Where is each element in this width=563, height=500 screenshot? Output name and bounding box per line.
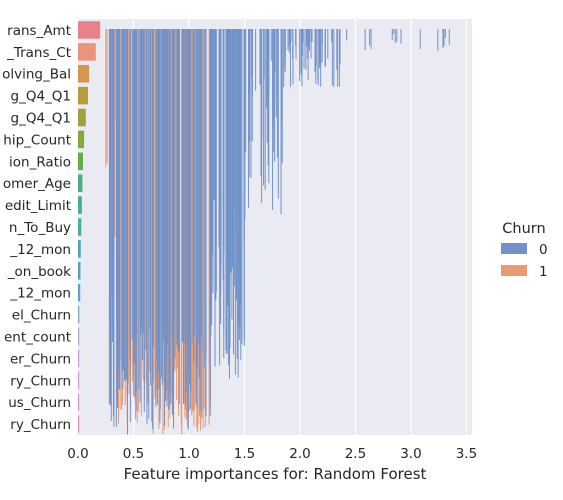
y-tick-label: g_Q4_Q1 bbox=[11, 89, 72, 105]
y-tick-label: g_Q4_Q1 bbox=[11, 111, 72, 127]
y-tick-label: _Trans_Ct bbox=[6, 45, 71, 61]
legend-title: Churn bbox=[502, 221, 545, 237]
feature-bar bbox=[78, 240, 81, 258]
x-tick-label: 3.5 bbox=[456, 446, 477, 462]
y-tick-label: er_Churn bbox=[10, 351, 71, 367]
y-tick-label: edit_Limit bbox=[5, 198, 71, 214]
x-tick-label: 2.0 bbox=[289, 446, 310, 462]
feature-bar bbox=[78, 349, 80, 368]
feature-bar bbox=[78, 218, 82, 236]
y-tick-label: ion_Ratio bbox=[9, 154, 71, 170]
y-tick-label: _12_mon bbox=[9, 242, 71, 258]
feature-bar bbox=[78, 43, 96, 61]
y-tick-label: ry_Churn bbox=[10, 373, 71, 389]
x-tick-label: 1.5 bbox=[234, 446, 255, 462]
y-tick-label: omer_Age bbox=[3, 176, 71, 192]
y-tick-label: ent_count bbox=[4, 329, 71, 345]
y-tick-label: us_Churn bbox=[8, 395, 71, 411]
y-tick-label: olving_Bal bbox=[2, 67, 71, 83]
feature-bar bbox=[78, 283, 81, 302]
legend-label-1: 1 bbox=[539, 264, 548, 280]
feature-bar bbox=[78, 393, 80, 411]
legend: Churn 0 1 bbox=[501, 221, 548, 280]
feature-bar bbox=[78, 21, 101, 39]
x-tick-label: 1.0 bbox=[178, 446, 199, 462]
x-tick-label: 0.5 bbox=[123, 446, 144, 462]
x-tick-label: 3.0 bbox=[400, 446, 421, 462]
series-0-strokes bbox=[108, 29, 450, 435]
feature-bar bbox=[78, 327, 80, 346]
feature-bar bbox=[78, 305, 80, 324]
y-tick-label: rans_Amt bbox=[7, 23, 71, 39]
y-tick-label: hip_Count bbox=[3, 132, 71, 148]
y-tick-label: el_Churn bbox=[12, 308, 71, 324]
feature-bar bbox=[78, 130, 85, 149]
y-tick-label: n_To_Buy bbox=[9, 220, 71, 236]
y-tick-label: ry_Churn bbox=[10, 417, 71, 433]
x-tick-label: 0.0 bbox=[67, 446, 88, 462]
legend-swatch-0 bbox=[501, 243, 527, 254]
feature-bar bbox=[78, 371, 80, 390]
feature-bar bbox=[78, 262, 81, 280]
feature-bar bbox=[78, 86, 88, 105]
feature-bar bbox=[78, 64, 90, 83]
feature-bar bbox=[78, 415, 80, 433]
y-tick-labels: rans_Amt _Trans_Ct olving_Bal g_Q4_Q1 g_Q4_Q… bbox=[2, 23, 71, 433]
y-tick-label: _12_mon bbox=[9, 286, 71, 302]
legend-label-0: 0 bbox=[539, 242, 548, 258]
legend-swatch-1 bbox=[501, 265, 527, 276]
y-tick-label: _on_book bbox=[7, 264, 71, 280]
x-tick-label: 2.5 bbox=[345, 446, 366, 462]
x-tick-labels: 0.0 0.5 1.0 1.5 2.0 2.5 3.0 3.5 bbox=[67, 446, 477, 462]
feature-bars bbox=[78, 21, 101, 433]
feature-bar bbox=[78, 108, 86, 127]
feature-bar bbox=[78, 174, 83, 192]
feature-bar bbox=[78, 196, 82, 214]
x-axis-title: Feature importances for: Random Forest bbox=[124, 465, 427, 483]
feature-bar bbox=[78, 152, 83, 171]
